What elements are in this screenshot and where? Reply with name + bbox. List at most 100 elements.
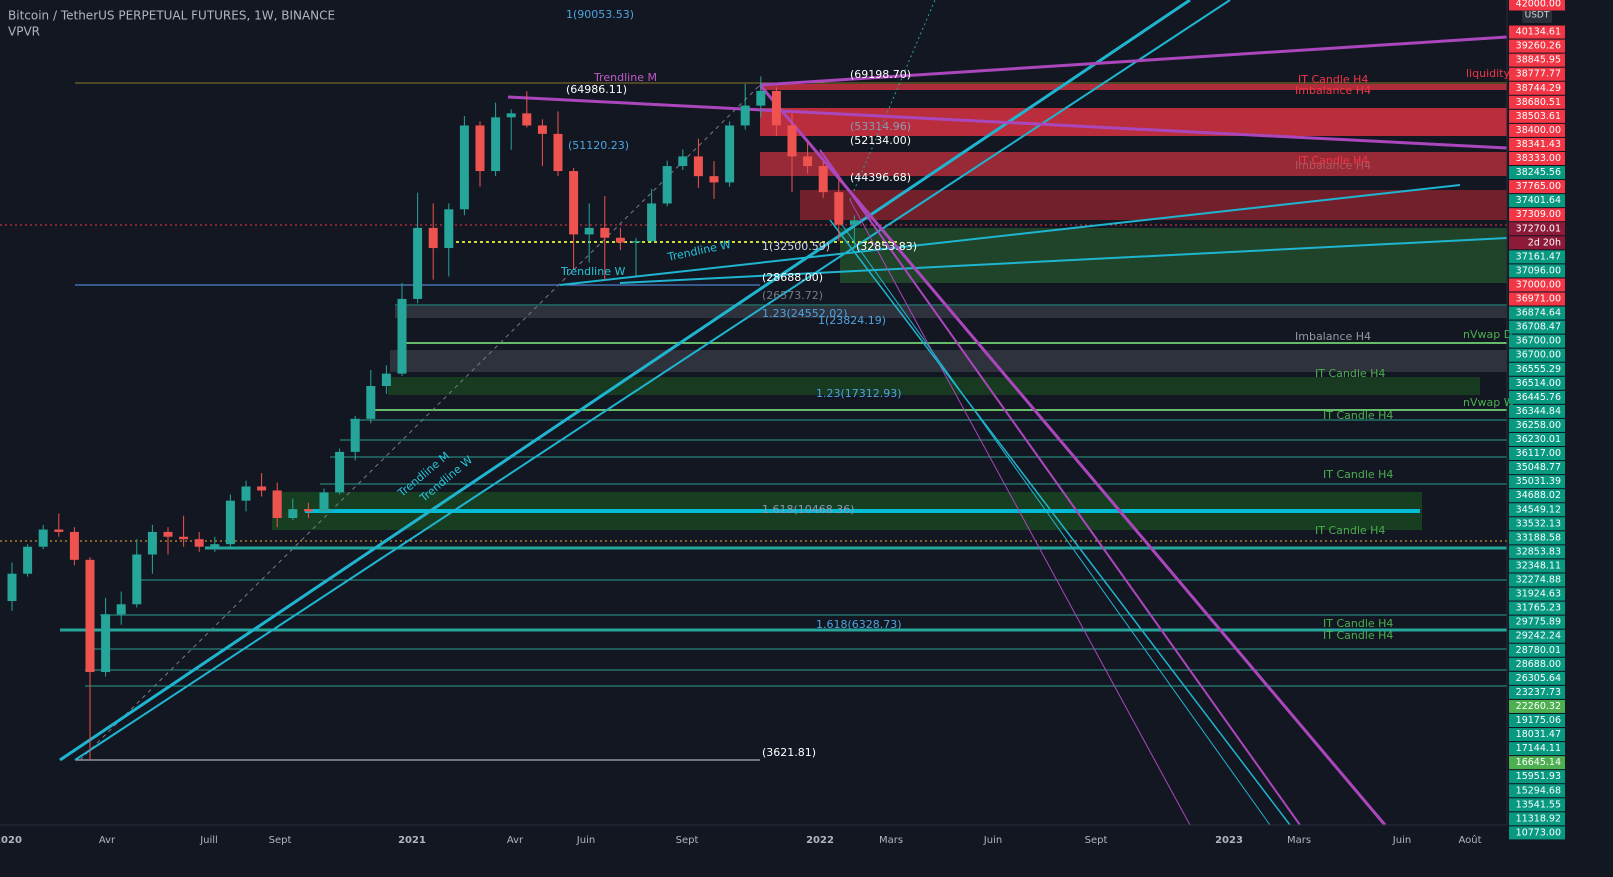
- price-tag: [1509, 109, 1565, 123]
- price-tag: [1509, 67, 1565, 81]
- price-label: 38503.61: [1516, 111, 1561, 122]
- annotation: (51120.23): [568, 139, 629, 152]
- price-label: 37000.00: [1516, 279, 1561, 290]
- price-label: 36874.64: [1516, 308, 1561, 319]
- price-tag: [1509, 770, 1565, 784]
- candle-body: [69, 531, 79, 560]
- candle-body: [475, 125, 485, 172]
- price-label: 36708.47: [1516, 322, 1561, 333]
- price-label: 36445.76: [1516, 392, 1561, 403]
- price-label: 29775.89: [1516, 617, 1561, 628]
- candle-body: [849, 220, 859, 225]
- price-tag: [1509, 699, 1565, 713]
- time-label: Juin: [576, 835, 595, 846]
- price-label: 28688.00: [1516, 659, 1561, 670]
- candle-body: [335, 451, 345, 493]
- price-tag: [1509, 278, 1565, 292]
- price-label: 17144.11: [1516, 743, 1561, 754]
- price-tag: [1509, 601, 1565, 615]
- zone: [800, 190, 1507, 220]
- annotation: nVwap W: [1463, 396, 1515, 409]
- candle-body: [569, 171, 579, 235]
- candle-body: [834, 192, 844, 225]
- price-tag: [1509, 657, 1565, 671]
- annotation: Imbalance H4: [1295, 159, 1371, 172]
- currency[interactable]: USDT: [1525, 11, 1550, 21]
- price-tag: [1509, 137, 1565, 151]
- price-tag: [1509, 180, 1565, 194]
- annotation: (53314.96): [850, 120, 911, 133]
- trendline: [819, 149, 1301, 826]
- annotation: 1.23(17312.93): [816, 387, 902, 400]
- annotation: IT Candle H4: [1315, 367, 1385, 380]
- candle-body: [210, 544, 220, 547]
- price-label: 36555.29: [1516, 364, 1561, 375]
- zone: [388, 377, 1480, 395]
- trendline: [758, 84, 1387, 826]
- annotation: nVwap D: [1463, 328, 1512, 341]
- time-label: Sept: [269, 835, 292, 846]
- fib-line: [849, 0, 936, 201]
- price-label: 26305.64: [1516, 673, 1561, 684]
- candle-body: [678, 156, 688, 167]
- time-label: Mars: [879, 835, 903, 846]
- annotation: IT Candle H4: [1298, 73, 1368, 86]
- price-label: 32853.83: [1516, 546, 1561, 557]
- currency-badge[interactable]: [1522, 7, 1552, 23]
- price-tag: [1509, 517, 1565, 531]
- candle-body: [662, 166, 672, 204]
- time-label: 2023: [1215, 835, 1243, 846]
- candle-body: [303, 509, 313, 512]
- annotation: 1(32500.59): [762, 240, 830, 253]
- candle-body: [366, 386, 376, 419]
- time-label: Juin: [983, 835, 1002, 846]
- trendline: [759, 35, 1508, 87]
- price-label: 38777.77: [1516, 69, 1561, 80]
- price-tag: [1509, 208, 1565, 222]
- fib-line: [79, 84, 761, 761]
- annotation: Trendline M: [593, 71, 657, 84]
- trendline: [507, 95, 1508, 150]
- candle-body: [537, 125, 547, 134]
- annotation: IT Candle H4: [1298, 154, 1368, 167]
- price-tag: [1509, 643, 1565, 657]
- price-tag: [1509, 362, 1565, 376]
- price-label: 42000.00: [1516, 0, 1561, 10]
- price-tag: [1509, 559, 1565, 573]
- price-tag: [1509, 152, 1565, 165]
- price-label: 38400.00: [1516, 125, 1561, 136]
- price-label: 37765.00: [1516, 181, 1561, 192]
- trendline: [74, 0, 1231, 761]
- trendline: [829, 219, 1291, 826]
- candle-body: [7, 573, 17, 602]
- zone: [760, 84, 1507, 90]
- annotation: IT Candle H4: [1323, 617, 1393, 630]
- price-tag: [1509, 334, 1565, 348]
- price-tag: [1509, 264, 1565, 278]
- price-tag: [1509, 671, 1565, 685]
- price-tag: [1509, 418, 1565, 432]
- trendline: [619, 237, 1508, 284]
- time-label: 2020: [0, 835, 22, 846]
- price-tag: [1509, 292, 1565, 306]
- candle-body: [397, 298, 407, 374]
- annotation: 1(23824.19): [818, 314, 886, 327]
- price-tag: [1509, 433, 1565, 446]
- price-tag: [1509, 812, 1565, 826]
- candle-body: [85, 559, 95, 673]
- annotation: 1(90053.53): [566, 8, 634, 21]
- price-label: 40134.61: [1516, 27, 1561, 38]
- price-label: 31765.23: [1516, 603, 1561, 614]
- candle-body: [522, 113, 532, 126]
- candle-body: [147, 531, 157, 555]
- annotation: (3621.81): [762, 746, 816, 759]
- price-label: 22260.32: [1516, 701, 1561, 712]
- chart-title: Bitcoin / TetherUS PERPETUAL FUTURES, 1W…: [8, 9, 335, 23]
- candle-body: [272, 490, 282, 518]
- price-label: 38680.51: [1516, 97, 1561, 108]
- candle-body: [506, 113, 516, 118]
- time-label: Août: [1458, 834, 1481, 846]
- annotation: IT Candle H4: [1323, 468, 1393, 481]
- price-label: 38341.43: [1516, 139, 1561, 150]
- price-label: 37309.00: [1516, 209, 1561, 220]
